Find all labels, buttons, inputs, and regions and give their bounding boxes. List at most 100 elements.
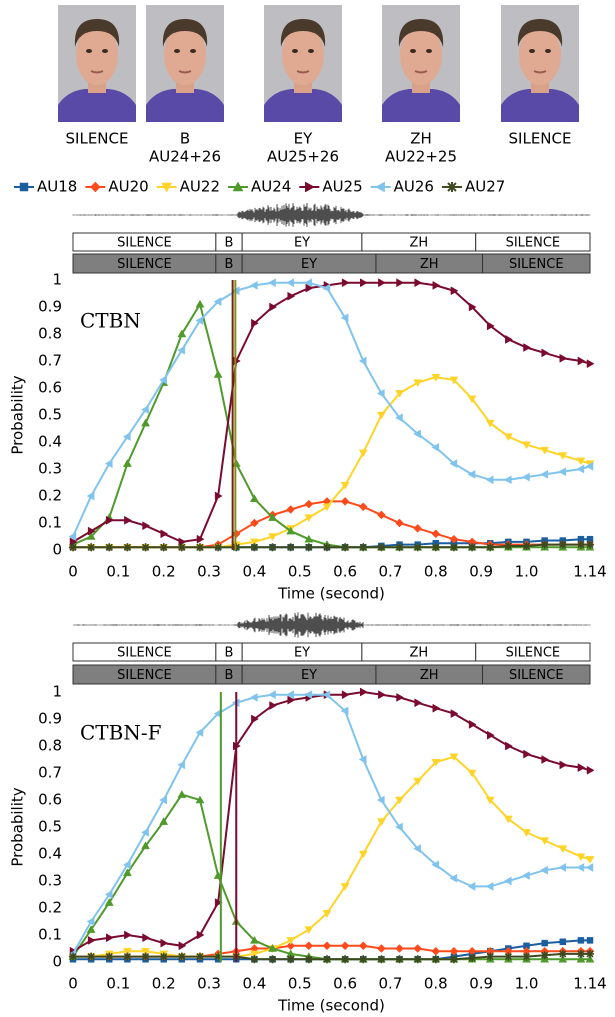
data-point [376,795,385,805]
data-point [559,353,568,363]
data-point [123,952,132,961]
transcript-label: ZH [409,646,428,661]
data-point [287,695,296,705]
x-tick-label: 0.4 [242,563,266,581]
data-point [431,442,440,452]
data-point [249,538,259,547]
data-point [503,475,512,485]
data-point [340,481,350,490]
transcript-label: ZH [420,668,439,683]
data-point [377,543,386,552]
data-point [503,876,512,886]
legend-marker [305,181,315,193]
data-point [250,518,259,528]
x-tick-label: 0.3 [197,975,221,993]
data-point [322,910,332,918]
y-tick-label: 0 [52,953,62,971]
data-point [195,316,204,325]
data-point [505,334,513,344]
legend-label: AU27 [465,178,505,196]
data-point [160,529,169,539]
legend-label: AU22 [180,178,220,196]
data-point [141,827,149,837]
data-point [340,313,349,323]
data-point [540,446,550,455]
data-point [586,765,595,775]
data-point [505,741,513,751]
data-point [159,543,168,552]
legend-marker [89,181,101,193]
data-point [522,472,530,482]
data-point [485,475,494,485]
data-point [577,356,586,366]
face-image [381,4,461,123]
transcript-label: SILENCE [509,257,564,272]
data-point [341,278,350,288]
data-point [485,881,494,891]
data-point [141,418,150,427]
data-point [413,379,423,388]
x-tick-label: 0.7 [379,563,403,581]
data-point [159,952,168,961]
face-phoneme: ZH [410,130,432,148]
data-point [467,469,476,479]
data-point [106,515,114,525]
data-point [122,432,131,442]
data-point [105,543,114,552]
data-point [286,690,294,700]
data-point [160,938,169,948]
data-point [449,543,458,552]
transcript-label: SILENCE [506,236,561,251]
data-point [576,863,585,872]
data-point [540,951,549,960]
legend-label: AU24 [251,178,291,196]
data-point [395,390,404,398]
series-line [72,301,590,549]
transcript-segment [475,232,591,252]
y-tick-label: 0.6 [38,379,62,397]
data-point [195,728,204,737]
x-tick-label: 0.9 [469,975,493,993]
data-point [376,388,385,398]
data-point [523,749,532,759]
y-tick-label: 0.7 [38,764,62,782]
data-point [485,419,495,428]
x-tick-label: 1.0 [515,563,539,581]
data-point [558,845,568,854]
data-point [486,321,495,331]
data-point [87,935,96,945]
transcript-label: EY [301,668,317,683]
data-point [269,302,278,312]
data-point [486,543,495,552]
x-tick-label: 0.8 [424,563,448,581]
data-point [69,952,77,961]
data-point [577,763,586,773]
transcript-label: SILENCE [117,257,172,272]
x-tick-label: 0.6 [333,563,357,581]
face-phoneme: SILENCE [509,130,572,148]
data-point [523,942,530,950]
data-point [214,543,223,552]
data-point [395,518,404,528]
data-point [249,935,259,944]
waveform [72,203,591,227]
data-point [559,938,567,945]
data-point [340,706,349,716]
transcript-label: ZH [409,236,428,251]
data-point [523,343,532,352]
data-point [576,853,586,862]
data-point [304,534,314,543]
transcript-label: SILENCE [117,668,172,683]
y-tick-label: 0.8 [38,325,62,343]
legend-marker [161,182,173,193]
data-point [304,543,313,552]
data-point [286,526,296,535]
legend-label: AU20 [108,178,148,196]
data-point [268,543,277,552]
data-point [558,949,567,958]
data-point [522,441,531,450]
data-point [358,755,367,764]
data-point [558,954,568,963]
data-point [395,543,404,552]
data-point [413,955,422,964]
